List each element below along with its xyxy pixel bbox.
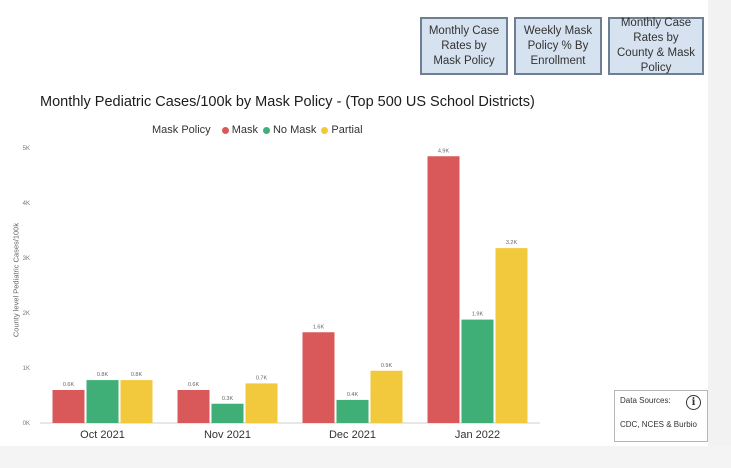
bar-no-mask xyxy=(336,399,369,423)
info-icon[interactable]: i xyxy=(686,395,701,410)
data-label: 1.9K xyxy=(472,312,484,318)
bar-no-mask xyxy=(211,403,244,423)
bar-no-mask xyxy=(461,319,494,423)
data-label: 4.9K xyxy=(438,148,450,154)
data-label: 3.2K xyxy=(506,240,518,246)
y-tick-label: 1K xyxy=(23,366,30,372)
bar-partial xyxy=(495,248,528,423)
bar-partial xyxy=(245,383,278,423)
bar-mask xyxy=(427,156,460,423)
legend-item-partial[interactable]: Partial xyxy=(316,124,363,136)
legend-label-no-mask: No Mask xyxy=(272,124,317,136)
bar-mask xyxy=(302,332,335,423)
data-label: 0.9K xyxy=(381,363,393,369)
legend-title: Mask Policy xyxy=(152,124,211,136)
legend-dot-no-mask xyxy=(262,126,270,134)
right-background-strip xyxy=(708,0,731,468)
nav-button-county-mask-policy[interactable]: Monthly Case Rates by County & Mask Poli… xyxy=(608,17,704,75)
data-sources-title: Data Sources: xyxy=(620,396,671,405)
data-label: 0.8K xyxy=(97,372,109,378)
bar-mask xyxy=(177,390,210,423)
data-sources-text: CDC, NCES & Burbio xyxy=(620,420,697,429)
x-tick-label: Nov 2021 xyxy=(204,429,251,441)
y-tick-label: 2K xyxy=(23,311,30,317)
legend-label-partial: Partial xyxy=(331,124,363,136)
chart-title: Monthly Pediatric Cases/100k by Mask Pol… xyxy=(40,94,535,110)
data-sources-box: Data Sources: i CDC, NCES & Burbio xyxy=(614,390,708,442)
y-tick-label: 4K xyxy=(23,201,30,207)
legend-item-mask[interactable]: Mask xyxy=(217,124,258,136)
y-tick-label: 5K xyxy=(23,146,30,152)
bar-partial xyxy=(120,380,153,423)
data-label: 0.7K xyxy=(256,375,268,381)
x-tick-label: Dec 2021 xyxy=(329,429,376,441)
legend-item-no-mask[interactable]: No Mask xyxy=(258,124,316,136)
data-label: 0.3K xyxy=(222,396,234,402)
x-tick-label: Oct 2021 xyxy=(80,429,125,441)
data-label: 0.4K xyxy=(347,392,359,398)
legend-label-mask: Mask xyxy=(231,124,258,136)
data-label: 0.6K xyxy=(63,382,75,388)
legend-dot-mask xyxy=(221,126,229,134)
bar-mask xyxy=(52,390,85,423)
data-label: 1.6K xyxy=(313,324,325,330)
nav-button-monthly-case-rates[interactable]: Monthly Case Rates by Mask Policy xyxy=(420,17,508,75)
y-tick-label: 0K xyxy=(23,421,30,427)
x-tick-label: Jan 2022 xyxy=(455,429,500,441)
nav-button-weekly-mask-policy[interactable]: Weekly Mask Policy % By Enrollment xyxy=(514,17,602,75)
bottom-background-strip xyxy=(0,446,731,468)
data-label: 0.8K xyxy=(131,372,143,378)
y-tick-label: 3K xyxy=(23,256,30,262)
data-label: 0.6K xyxy=(188,382,200,388)
legend-dot-partial xyxy=(321,126,329,134)
bar-partial xyxy=(370,370,403,423)
chart-legend: Mask Policy Mask No Mask Partial xyxy=(152,122,363,138)
bar-no-mask xyxy=(86,380,119,423)
